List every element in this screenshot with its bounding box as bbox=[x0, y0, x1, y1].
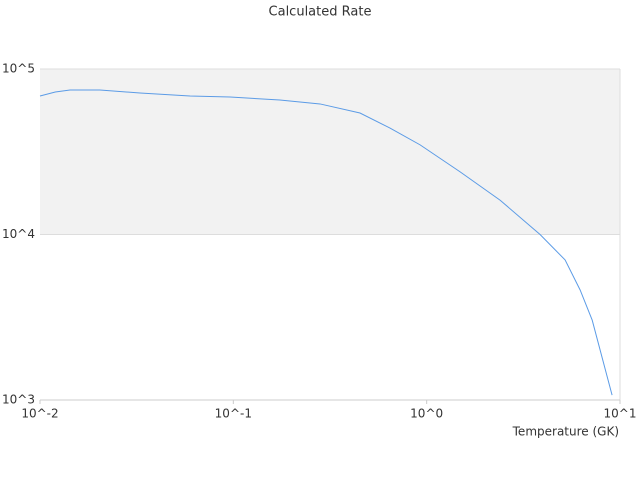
x-tick-label: 10^-2 bbox=[21, 407, 58, 421]
y-tick-label: 10^5 bbox=[2, 62, 35, 76]
data-line bbox=[39, 89, 613, 396]
chart-title: Calculated Rate bbox=[269, 5, 372, 20]
x-tick-label: 10^1 bbox=[604, 407, 637, 421]
x-axis-label: Temperature (GK) bbox=[512, 425, 619, 439]
plot-band bbox=[40, 69, 620, 235]
y-tick-label: 10^4 bbox=[2, 227, 35, 241]
x-tick-label: 10^0 bbox=[410, 407, 443, 421]
x-tick-label: 10^-1 bbox=[215, 407, 252, 421]
y-tick-label: 10^3 bbox=[2, 393, 35, 407]
